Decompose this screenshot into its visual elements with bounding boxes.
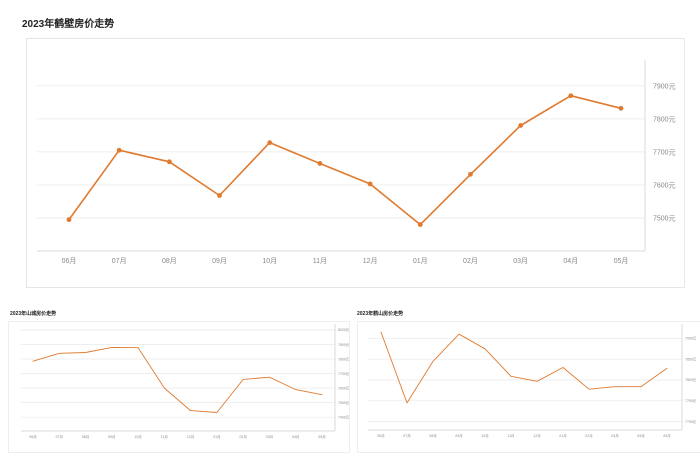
y-tick-label: 7750元: [685, 399, 697, 403]
x-tick-label: 01月: [559, 433, 566, 438]
x-tick-label: 04月: [563, 257, 578, 265]
x-tick-label: 03月: [266, 434, 273, 439]
y-tick-label: 7800元: [653, 115, 676, 123]
y-tick-label: 7850元: [685, 357, 697, 361]
x-tick-label: 10月: [134, 434, 141, 439]
y-tick-label: 7500元: [338, 401, 349, 405]
data-point: [417, 222, 423, 227]
heshan-chart-panel: 7700元 7750元 7800元 7850元 7900元 06月 07月 08月 09月 10月…: [357, 321, 700, 453]
series-line: [68, 94, 622, 226]
x-tick-label: 01月: [413, 257, 428, 265]
main-line-chart: 7500元 7600元 7700元 7800元 7900元 06月 07月 08月 09月 10月…: [37, 60, 676, 265]
data-point: [367, 181, 373, 187]
x-tick-label: 09月: [108, 434, 115, 439]
x-tick-label: 02月: [463, 257, 478, 265]
y-tick-label: 7400元: [338, 415, 349, 419]
x-tick-label: 10月: [262, 257, 277, 265]
x-tick-label: 05月: [663, 433, 670, 438]
data-point: [518, 123, 524, 128]
x-tick-label: 03月: [513, 257, 528, 265]
y-tick-label: 7800元: [685, 378, 697, 382]
y-tick-label: 7700元: [338, 372, 349, 376]
x-tick-label: 10月: [481, 433, 488, 438]
y-tick-label: 7700元: [653, 148, 676, 156]
series-line: [32, 346, 323, 413]
series-line: [380, 331, 668, 404]
x-tick-label: 06月: [377, 433, 384, 438]
x-tick-label: 12月: [187, 434, 194, 439]
y-tick-label: 7600元: [338, 386, 349, 390]
x-tick-label: 05月: [318, 434, 325, 439]
x-tick-label: 12月: [363, 257, 378, 265]
y-tick-label: 7800元: [338, 357, 349, 361]
data-point: [66, 217, 72, 223]
data-point: [317, 161, 323, 166]
x-tick-label: 08月: [162, 257, 177, 265]
x-tick-label: 02月: [585, 433, 592, 438]
data-point: [217, 193, 222, 198]
data-point: [166, 159, 172, 165]
x-tick-label: 06月: [62, 257, 77, 265]
heshan-line-chart: 7700元 7750元 7800元 7850元 7900元 06月 07月 08月 09月 10月…: [368, 324, 697, 438]
y-tick-label: 7900元: [685, 337, 697, 341]
y-tick-label: 8000元: [338, 328, 349, 332]
x-tick-label: 11月: [507, 433, 514, 438]
data-point: [568, 93, 574, 99]
y-tick-label: 7600元: [653, 181, 676, 189]
main-chart-panel: 7500元 7600元 7700元 7800元 7900元 06月 07月 08月 09月 10月…: [26, 38, 685, 288]
x-tick-label: 01月: [213, 434, 220, 439]
x-tick-label: 07月: [56, 434, 63, 439]
x-tick-label: 05月: [614, 257, 629, 265]
x-tick-label: 09月: [212, 257, 227, 265]
x-tick-label: 11月: [313, 257, 327, 265]
data-point: [468, 171, 473, 177]
x-tick-label: 11月: [161, 434, 168, 439]
x-tick-label: 08月: [82, 434, 89, 439]
x-tick-label: 03月: [611, 433, 618, 438]
data-point: [116, 147, 122, 153]
x-tick-label: 09月: [455, 433, 462, 438]
x-tick-label: 12月: [533, 433, 540, 438]
main-chart-title: 2023年鹤壁房价走势: [22, 19, 115, 30]
x-tick-label: 07月: [403, 433, 410, 438]
y-tick-label: 7700元: [685, 420, 697, 424]
x-tick-label: 04月: [292, 434, 299, 439]
shancheng-line-chart: 7400元 7500元 7600元 7700元 7800元 7900元 8000元 06月 07…: [21, 324, 349, 439]
x-tick-label: 06月: [29, 434, 36, 439]
data-point: [267, 140, 273, 146]
y-tick-label: 7500元: [653, 214, 676, 222]
x-tick-label: 04月: [637, 433, 644, 438]
shancheng-chart-panel: 7400元 7500元 7600元 7700元 7800元 7900元 8000元 06月 07…: [8, 321, 350, 453]
x-tick-label: 08月: [429, 433, 436, 438]
y-tick-label: 7900元: [653, 82, 676, 90]
heshan-chart-title: 2023年鹤山房价走势: [357, 311, 404, 317]
shancheng-chart-title: 2023年山城房价走势: [10, 311, 57, 317]
y-tick-label: 7900元: [338, 343, 349, 347]
x-tick-label: 07月: [112, 257, 127, 265]
data-point: [618, 105, 624, 111]
x-tick-label: 02月: [239, 434, 246, 439]
